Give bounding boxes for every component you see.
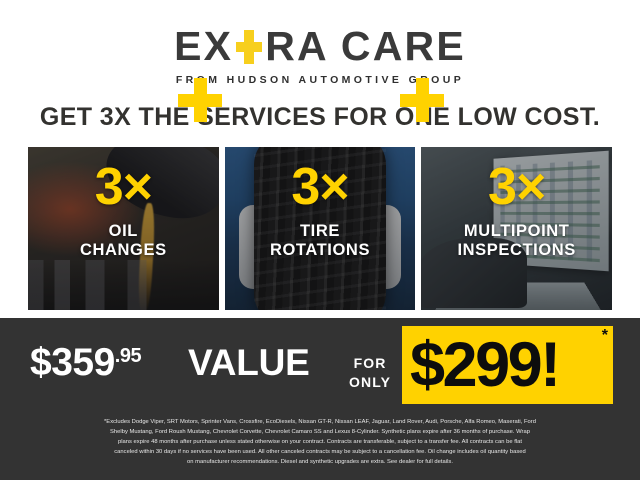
service-multiplier: 3× xyxy=(94,158,153,216)
service-label: TIRE ROTATIONS xyxy=(270,222,370,260)
logo-wordmark-part2: RA CARE xyxy=(265,23,466,69)
page-headline: GET 3X THE SERVICES FOR ONE LOW COST. xyxy=(39,103,601,131)
diagnostic-laptop-photo xyxy=(421,147,613,310)
brand-logo: EX RA CARE FROM HUDSON AUTOMOTIVE GROUP xyxy=(0,26,640,87)
service-panel-tire-rotations: 3× TIRE ROTATIONS xyxy=(224,147,416,310)
plus-icon xyxy=(234,30,264,64)
panel-overlay xyxy=(28,147,219,310)
service-panels: 3× OIL CHANGES 3× TIRE ROTATIONS xyxy=(28,147,613,310)
deal-price-box: $299! * xyxy=(402,326,613,404)
disclaimer-fineprint: *Excludes Dodge Viper, SRT Motors, Sprin… xyxy=(0,411,640,480)
service-panel-oil-changes: 3× OIL CHANGES xyxy=(28,147,219,310)
original-value-dollars: $359 xyxy=(30,341,115,384)
logo-wordmark-part1: EX xyxy=(174,23,234,69)
service-label: OIL CHANGES xyxy=(80,222,167,260)
for-only-label: FOR ONLY xyxy=(349,354,391,392)
service-label: MULTIPOINT INSPECTIONS xyxy=(457,222,575,260)
fineprint-line-1: *Excludes Dodge Viper, SRT Motors, Sprin… xyxy=(104,419,536,425)
original-value-cents: .95 xyxy=(114,345,142,367)
deal-asterisk: * xyxy=(601,327,608,344)
service-label-line1: OIL xyxy=(108,222,138,241)
fineprint-line-3: plans expire 48 months after purchase un… xyxy=(117,438,523,445)
deal-price: $299! xyxy=(410,330,561,400)
for-only-line1: FOR xyxy=(353,355,387,371)
fineprint-line-5: on manufacturer recommendations. Diesel … xyxy=(187,458,453,465)
technician-hand-shape xyxy=(421,238,528,308)
fineprint-line-4: canceled within 30 days if no services h… xyxy=(114,448,526,455)
fineprint-line-2: Shelby Mustang, Ford Roush Mustang, Chev… xyxy=(110,428,530,435)
service-panel-multipoint-inspections: 3× MULTIPOINT INSPECTIONS xyxy=(421,147,613,310)
service-label-line2: INSPECTIONS xyxy=(457,241,576,260)
service-label-line2: CHANGES xyxy=(79,241,167,260)
tire-hold-photo xyxy=(224,147,416,310)
service-label-line1: MULTIPOINT xyxy=(463,222,570,241)
engine-bay-shape xyxy=(28,260,219,310)
logo-tagline: FROM HUDSON AUTOMOTIVE GROUP xyxy=(175,74,465,86)
original-value-amount: $359.95 xyxy=(30,341,142,384)
panel-overlay xyxy=(421,147,613,310)
value-word: VALUE xyxy=(188,342,310,383)
logo-wordmark: EX RA CARE xyxy=(174,26,466,67)
panel-overlay xyxy=(224,147,416,310)
service-label-line1: TIRE xyxy=(300,222,340,241)
tire-tread-shape xyxy=(254,147,386,310)
oil-pour-photo xyxy=(28,147,219,310)
service-label-line2: ROTATIONS xyxy=(269,241,371,260)
service-multiplier: 3× xyxy=(488,158,546,216)
for-only-line2: ONLY xyxy=(349,373,392,390)
tire-shape xyxy=(254,147,386,310)
service-multiplier: 3× xyxy=(291,158,349,216)
